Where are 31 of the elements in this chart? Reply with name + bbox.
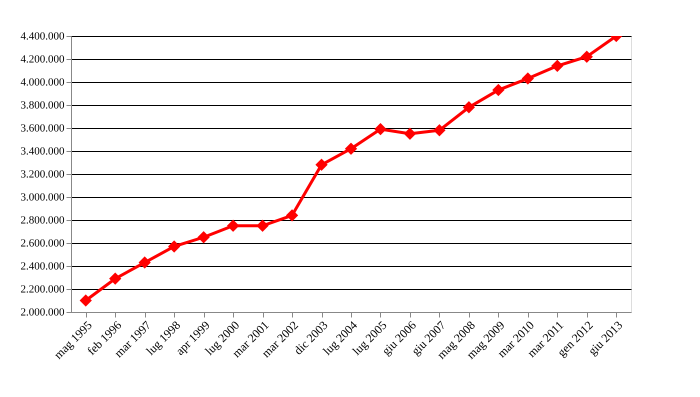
point (433, 124, 446, 136)
y-tick-label: 3.200.000 (20, 168, 65, 180)
point (551, 60, 564, 72)
point (109, 272, 122, 285)
point (462, 101, 476, 114)
y-tick-label: 3.800.000 (20, 100, 65, 112)
point (80, 294, 92, 307)
point (256, 220, 269, 232)
y-tick-label: 3.400.000 (20, 146, 65, 158)
y-tick-label: 2.000.000 (20, 306, 65, 318)
y-tick-label: 2.200.000 (20, 284, 65, 296)
point (286, 209, 298, 222)
y-tick-label: 2.600.000 (20, 238, 65, 250)
point (168, 240, 180, 253)
point (374, 123, 387, 136)
y-tick-label: 2.800.000 (20, 214, 65, 226)
point (138, 256, 151, 269)
point (522, 72, 534, 85)
y-tick-label: 3.000.000 (20, 192, 65, 204)
point (198, 231, 210, 244)
point (315, 158, 328, 171)
y-tick-label: 3.600.000 (20, 122, 65, 134)
point (492, 84, 504, 96)
y-tick-label: 4.400.000 (20, 30, 65, 42)
point (404, 128, 416, 140)
point (344, 142, 358, 155)
point (580, 50, 593, 63)
y-tick-label: 4.000.000 (20, 76, 65, 88)
point (226, 220, 240, 232)
y-tick-label: 4.200.000 (20, 54, 65, 66)
y-tick-label: 2.400.000 (20, 260, 65, 272)
